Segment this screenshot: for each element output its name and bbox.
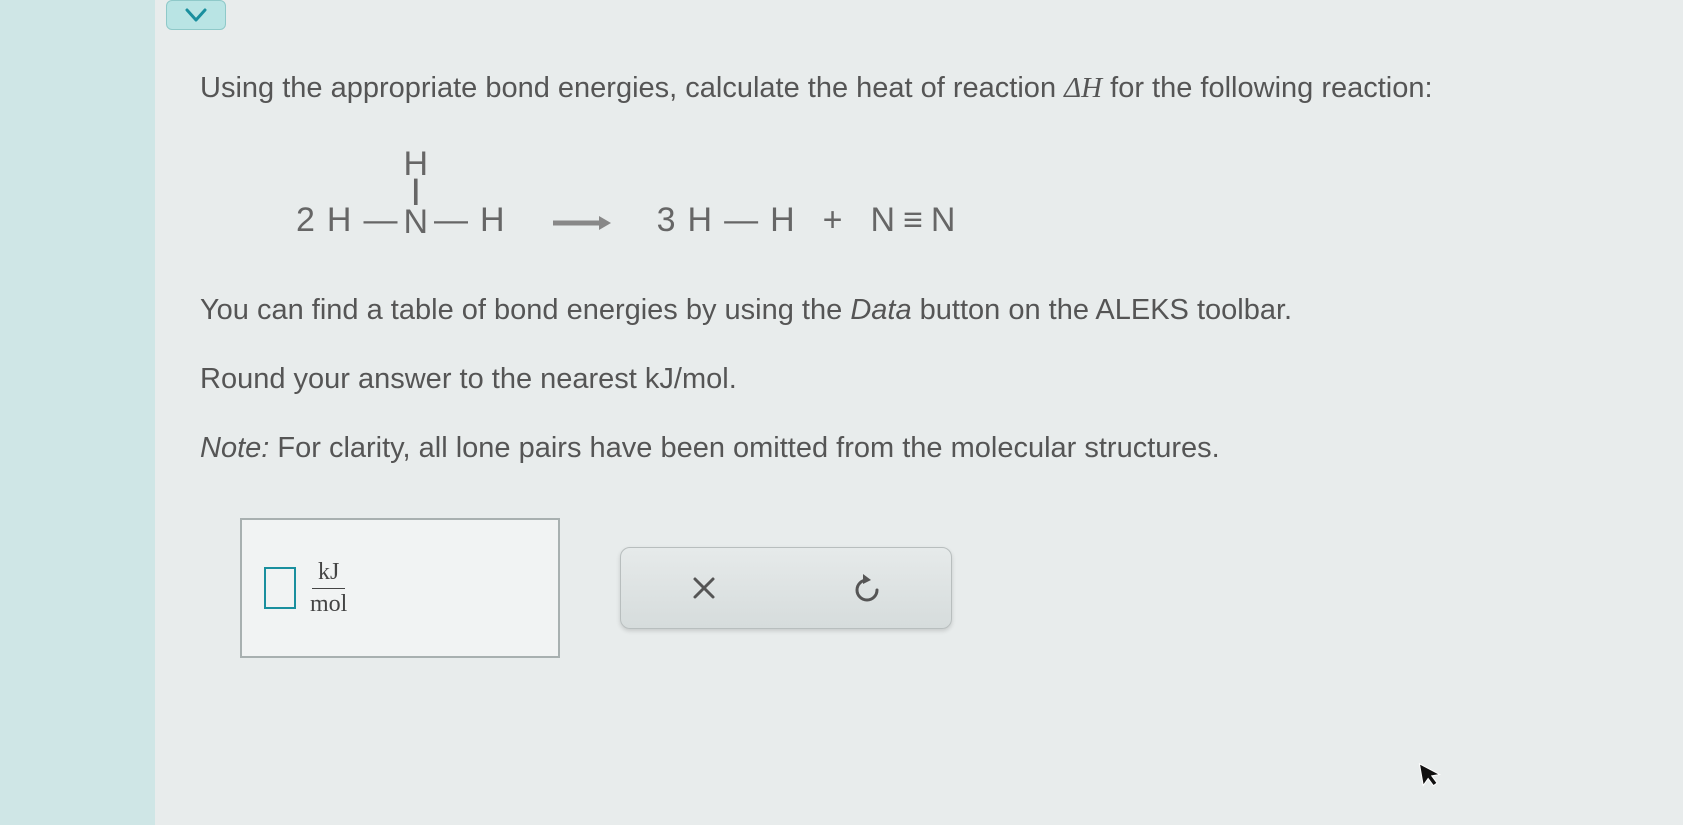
reactant-h-right: H: [474, 201, 511, 240]
note-line: Note: For clarity, all lone pairs have b…: [200, 428, 1643, 469]
product-h-right: H: [764, 201, 801, 240]
data-hint: You can find a table of bond energies by…: [200, 290, 1643, 331]
plus-sign: +: [801, 201, 865, 240]
note-text: For clarity, all lone pairs have been om…: [269, 432, 1219, 464]
round-instruction: Round your answer to the nearest kJ/mol.: [200, 359, 1643, 400]
button-panel: [620, 547, 952, 629]
nh3-nitrogen: N: [403, 205, 428, 241]
undo-icon: [853, 572, 885, 604]
prompt-text: Using the appropriate bond energies, cal…: [200, 68, 1643, 109]
prompt-pre: Using the appropriate bond energies, cal…: [200, 72, 1064, 104]
unit-kj: kJ: [312, 559, 345, 589]
product-n-right: N: [925, 201, 962, 240]
unit-mol: mol: [310, 589, 347, 618]
hint-em: Data: [850, 294, 911, 326]
answer-box[interactable]: kJ mol: [240, 518, 560, 658]
clear-button[interactable]: [674, 563, 734, 613]
bond-1: —: [357, 201, 403, 240]
triple-bond: ≡: [901, 201, 925, 240]
unit-fraction: kJ mol: [310, 559, 347, 618]
reactant-nh3: 2 H — H | N — H: [290, 147, 511, 241]
coef-3: 3: [651, 201, 682, 240]
coef-2: 2: [290, 201, 321, 240]
reactant-h-left: H: [321, 201, 358, 240]
x-icon: [690, 574, 718, 602]
prompt-post: for the following reaction:: [1102, 72, 1432, 104]
bond-2: —: [428, 201, 474, 240]
nh3-vertical-bond: |: [407, 182, 424, 204]
answer-input[interactable]: [264, 567, 296, 609]
chevron-down-icon: [183, 6, 209, 24]
collapse-button[interactable]: [166, 0, 226, 30]
hint-pre: You can find a table of bond energies by…: [200, 294, 850, 326]
product-h-left: H: [682, 201, 719, 240]
bond-3: —: [718, 201, 764, 240]
reaction-equation: 2 H — H | N — H 3 H — H + N ≡ N: [290, 147, 1643, 241]
undo-button[interactable]: [839, 563, 899, 613]
reaction-arrow-icon: [511, 206, 651, 240]
note-label: Note:: [200, 432, 269, 464]
question-content: Using the appropriate bond energies, cal…: [200, 68, 1643, 658]
cursor-icon: [1417, 758, 1445, 796]
nh3-center-column: H | N: [403, 147, 428, 241]
hint-post: button on the ALEKS toolbar.: [912, 294, 1293, 326]
answer-row: kJ mol: [240, 518, 1643, 658]
delta-h: ΔH: [1064, 72, 1102, 104]
product-n-left: N: [865, 201, 902, 240]
left-gutter: [0, 0, 155, 825]
